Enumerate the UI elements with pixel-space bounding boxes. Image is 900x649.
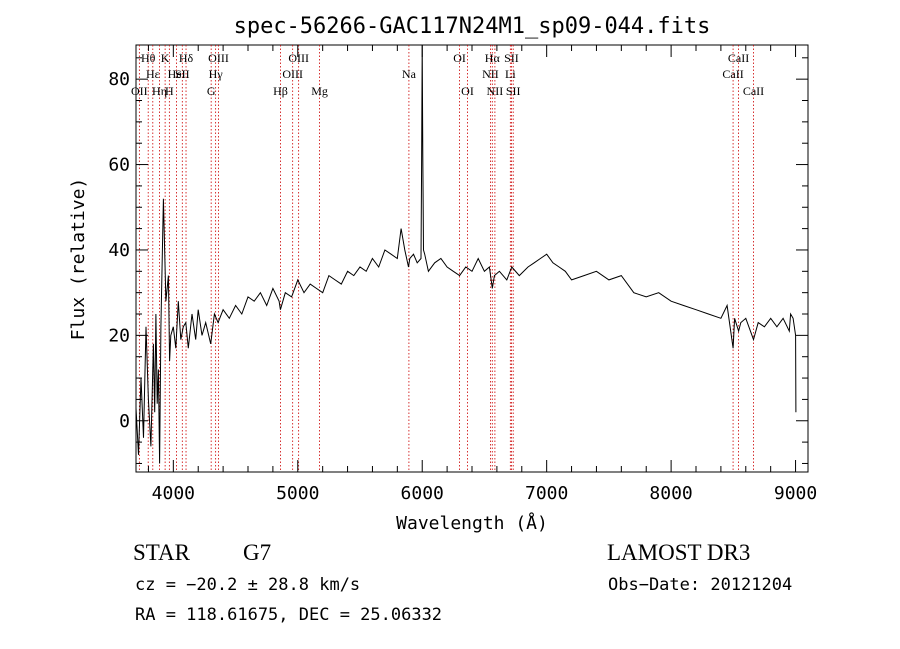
line-label-1: OII — [131, 84, 148, 98]
line-label-25: CaII — [722, 67, 743, 81]
y-tick-label-0: 0 — [119, 411, 130, 432]
y-tick-label-3: 60 — [108, 155, 130, 176]
line-label-0: Hθ — [141, 51, 156, 65]
line-label-18: OI — [461, 84, 474, 98]
line-label-2: Hε — [146, 67, 160, 81]
line-label-27: CaII — [743, 84, 764, 98]
x-tick-label-0: 4000 — [152, 483, 195, 504]
line-label-23: SII — [504, 51, 519, 65]
x-tick-label-4: 8000 — [649, 483, 692, 504]
survey-name: LAMOST DR3 — [607, 540, 750, 565]
line-label-3: Hη — [152, 84, 167, 98]
line-label-17: OI — [453, 51, 466, 65]
x-axis-ticks: 4000 5000 6000 7000 8000 9000 — [147, 45, 817, 504]
x-tick-label-3: 7000 — [525, 483, 568, 504]
line-label-7: SII — [175, 67, 190, 81]
x-axis-label: Wavelength (Å) — [396, 512, 548, 534]
line-label-15: Mg — [311, 84, 328, 98]
line-label-12: Hβ — [273, 84, 288, 98]
plot-frame — [135, 44, 809, 473]
line-label-8: Hδ — [179, 51, 194, 65]
line-label-6: HeI — [168, 67, 186, 81]
y-axis-label: Flux (relative) — [68, 178, 89, 341]
line-label-13: OIII — [282, 67, 303, 81]
object-subclass: G7 — [243, 540, 271, 565]
sky-coordinates: RA = 118.61675, DEC = 25.06332 — [135, 605, 442, 625]
line-label-26: CaII — [728, 51, 749, 65]
x-tick-label-5: 9000 — [774, 483, 817, 504]
x-tick-label-2: 6000 — [401, 483, 444, 504]
x-tick-label-1: 5000 — [276, 483, 319, 504]
line-label-10: Hγ — [209, 67, 224, 81]
line-label-21: NII — [487, 84, 504, 98]
spectral-line-markers — [138, 45, 754, 472]
line-label-11: OIII — [208, 51, 229, 65]
line-label-19: NII — [482, 67, 499, 81]
line-label-9: G — [207, 84, 216, 98]
y-tick-label-4: 80 — [108, 69, 130, 90]
line-label-24: SII — [506, 84, 521, 98]
y-axis-ticks: 0 20 40 60 80 — [108, 57, 808, 464]
line-label-4: K — [161, 51, 170, 65]
y-tick-label-1: 20 — [108, 325, 130, 346]
line-label-22: Li — [505, 67, 516, 81]
spectral-line-labels: HθOIIHεHηKHHeISIIHδGHγOIIIHβOIIIOIIIMgNa… — [131, 51, 764, 98]
line-label-5: H — [165, 84, 174, 98]
line-label-16: Na — [402, 67, 417, 81]
object-class: STAR — [133, 540, 191, 565]
plot-area: HθOIIHεHηKHHeISIIHδGHγOIIIHβOIIIOIIIMgNa… — [108, 44, 817, 504]
chart-title: spec-56266-GAC117N24M1_sp09-044.fits — [234, 14, 711, 39]
spectrum-series-line — [135, 44, 797, 464]
observation-date: Obs−Date: 20121204 — [608, 575, 792, 595]
y-tick-label-2: 40 — [108, 240, 130, 261]
line-label-20: Hα — [485, 51, 501, 65]
redshift-velocity: cz = −20.2 ± 28.8 km/s — [135, 575, 360, 595]
line-label-14: OIII — [288, 51, 309, 65]
